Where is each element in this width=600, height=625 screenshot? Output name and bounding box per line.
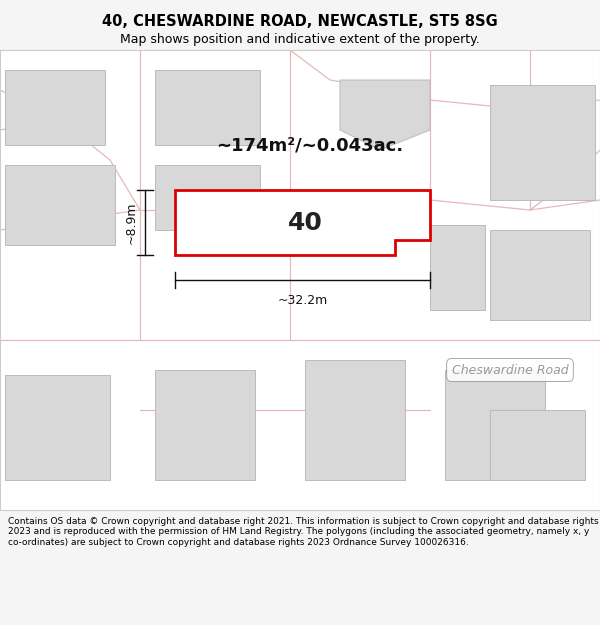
Polygon shape xyxy=(175,190,430,255)
Text: Contains OS data © Crown copyright and database right 2021. This information is : Contains OS data © Crown copyright and d… xyxy=(8,517,599,547)
Text: Cheswardine Road: Cheswardine Road xyxy=(452,364,568,376)
Bar xyxy=(155,70,260,145)
Bar xyxy=(305,360,405,480)
Bar xyxy=(445,370,545,480)
Text: ~32.2m: ~32.2m xyxy=(277,294,328,307)
Text: Map shows position and indicative extent of the property.: Map shows position and indicative extent… xyxy=(120,33,480,46)
Text: 40: 40 xyxy=(287,211,322,234)
Text: 40, CHESWARDINE ROAD, NEWCASTLE, ST5 8SG: 40, CHESWARDINE ROAD, NEWCASTLE, ST5 8SG xyxy=(102,14,498,29)
Bar xyxy=(155,165,260,230)
Bar xyxy=(430,225,485,310)
Bar xyxy=(490,230,590,320)
Bar xyxy=(490,410,585,480)
Bar xyxy=(5,70,105,145)
Text: ~8.9m: ~8.9m xyxy=(125,201,137,244)
Bar xyxy=(5,375,110,480)
Text: ~174m²/~0.043ac.: ~174m²/~0.043ac. xyxy=(217,136,404,154)
Bar xyxy=(155,370,255,480)
Polygon shape xyxy=(340,80,430,150)
Bar xyxy=(490,85,595,200)
Bar xyxy=(5,165,115,245)
